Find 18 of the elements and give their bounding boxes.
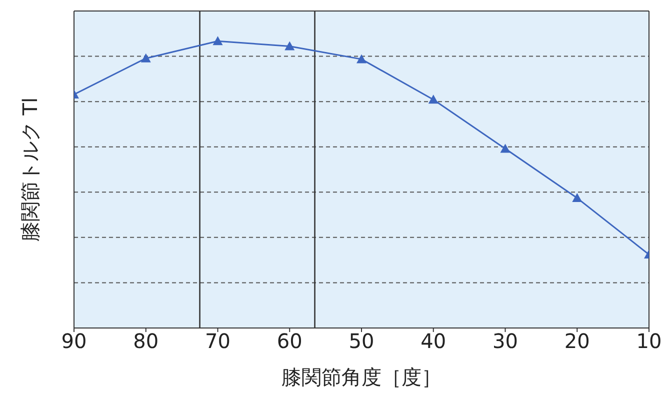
point — [284, 41, 295, 50]
point — [212, 36, 223, 46]
x-tick-label: 20 — [564, 329, 590, 354]
x-tick-label: 60 — [276, 329, 302, 354]
x-axis-title: 膝関節角度［度］ — [282, 365, 442, 389]
point — [500, 144, 510, 153]
x-tick-label: 40 — [420, 329, 446, 354]
point — [356, 54, 366, 64]
x-tick-label: 50 — [348, 329, 374, 354]
x-tick-label: 30 — [492, 329, 518, 354]
point — [140, 53, 151, 62]
point — [428, 94, 438, 104]
x-tick-label: 90 — [61, 329, 87, 354]
x-tick-label: 80 — [133, 329, 159, 354]
x-tick-label: 10 — [636, 329, 662, 354]
point — [572, 193, 582, 202]
y-axis-title: 膝関節トルク Tl — [18, 97, 42, 242]
x-tick-label: 70 — [205, 329, 230, 354]
